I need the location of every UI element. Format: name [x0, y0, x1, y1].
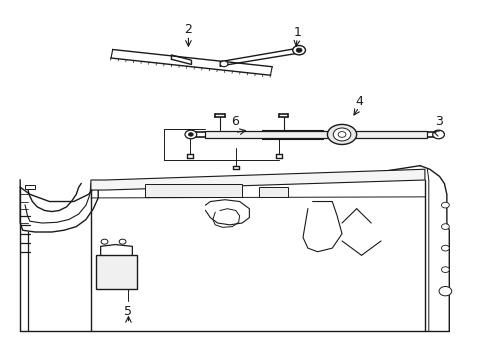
FancyBboxPatch shape	[25, 185, 35, 189]
Text: 6: 6	[230, 115, 238, 128]
Circle shape	[441, 245, 448, 251]
Circle shape	[292, 45, 305, 55]
FancyBboxPatch shape	[144, 184, 242, 197]
Circle shape	[101, 239, 108, 244]
Circle shape	[441, 267, 448, 273]
Circle shape	[188, 133, 193, 136]
Text: 5: 5	[124, 306, 132, 319]
Circle shape	[332, 128, 350, 141]
Circle shape	[296, 48, 302, 52]
FancyBboxPatch shape	[259, 187, 288, 197]
Circle shape	[438, 287, 451, 296]
Text: 2: 2	[184, 23, 192, 36]
Circle shape	[441, 224, 448, 229]
Circle shape	[441, 202, 448, 208]
Circle shape	[184, 130, 196, 139]
FancyBboxPatch shape	[96, 255, 137, 289]
Polygon shape	[91, 169, 424, 190]
Text: 1: 1	[293, 26, 301, 39]
Ellipse shape	[327, 125, 356, 144]
Polygon shape	[205, 131, 427, 138]
Circle shape	[119, 239, 126, 244]
Circle shape	[432, 130, 444, 139]
Text: 3: 3	[434, 116, 442, 129]
Text: 4: 4	[354, 95, 362, 108]
Circle shape	[337, 132, 345, 137]
Circle shape	[220, 61, 227, 67]
